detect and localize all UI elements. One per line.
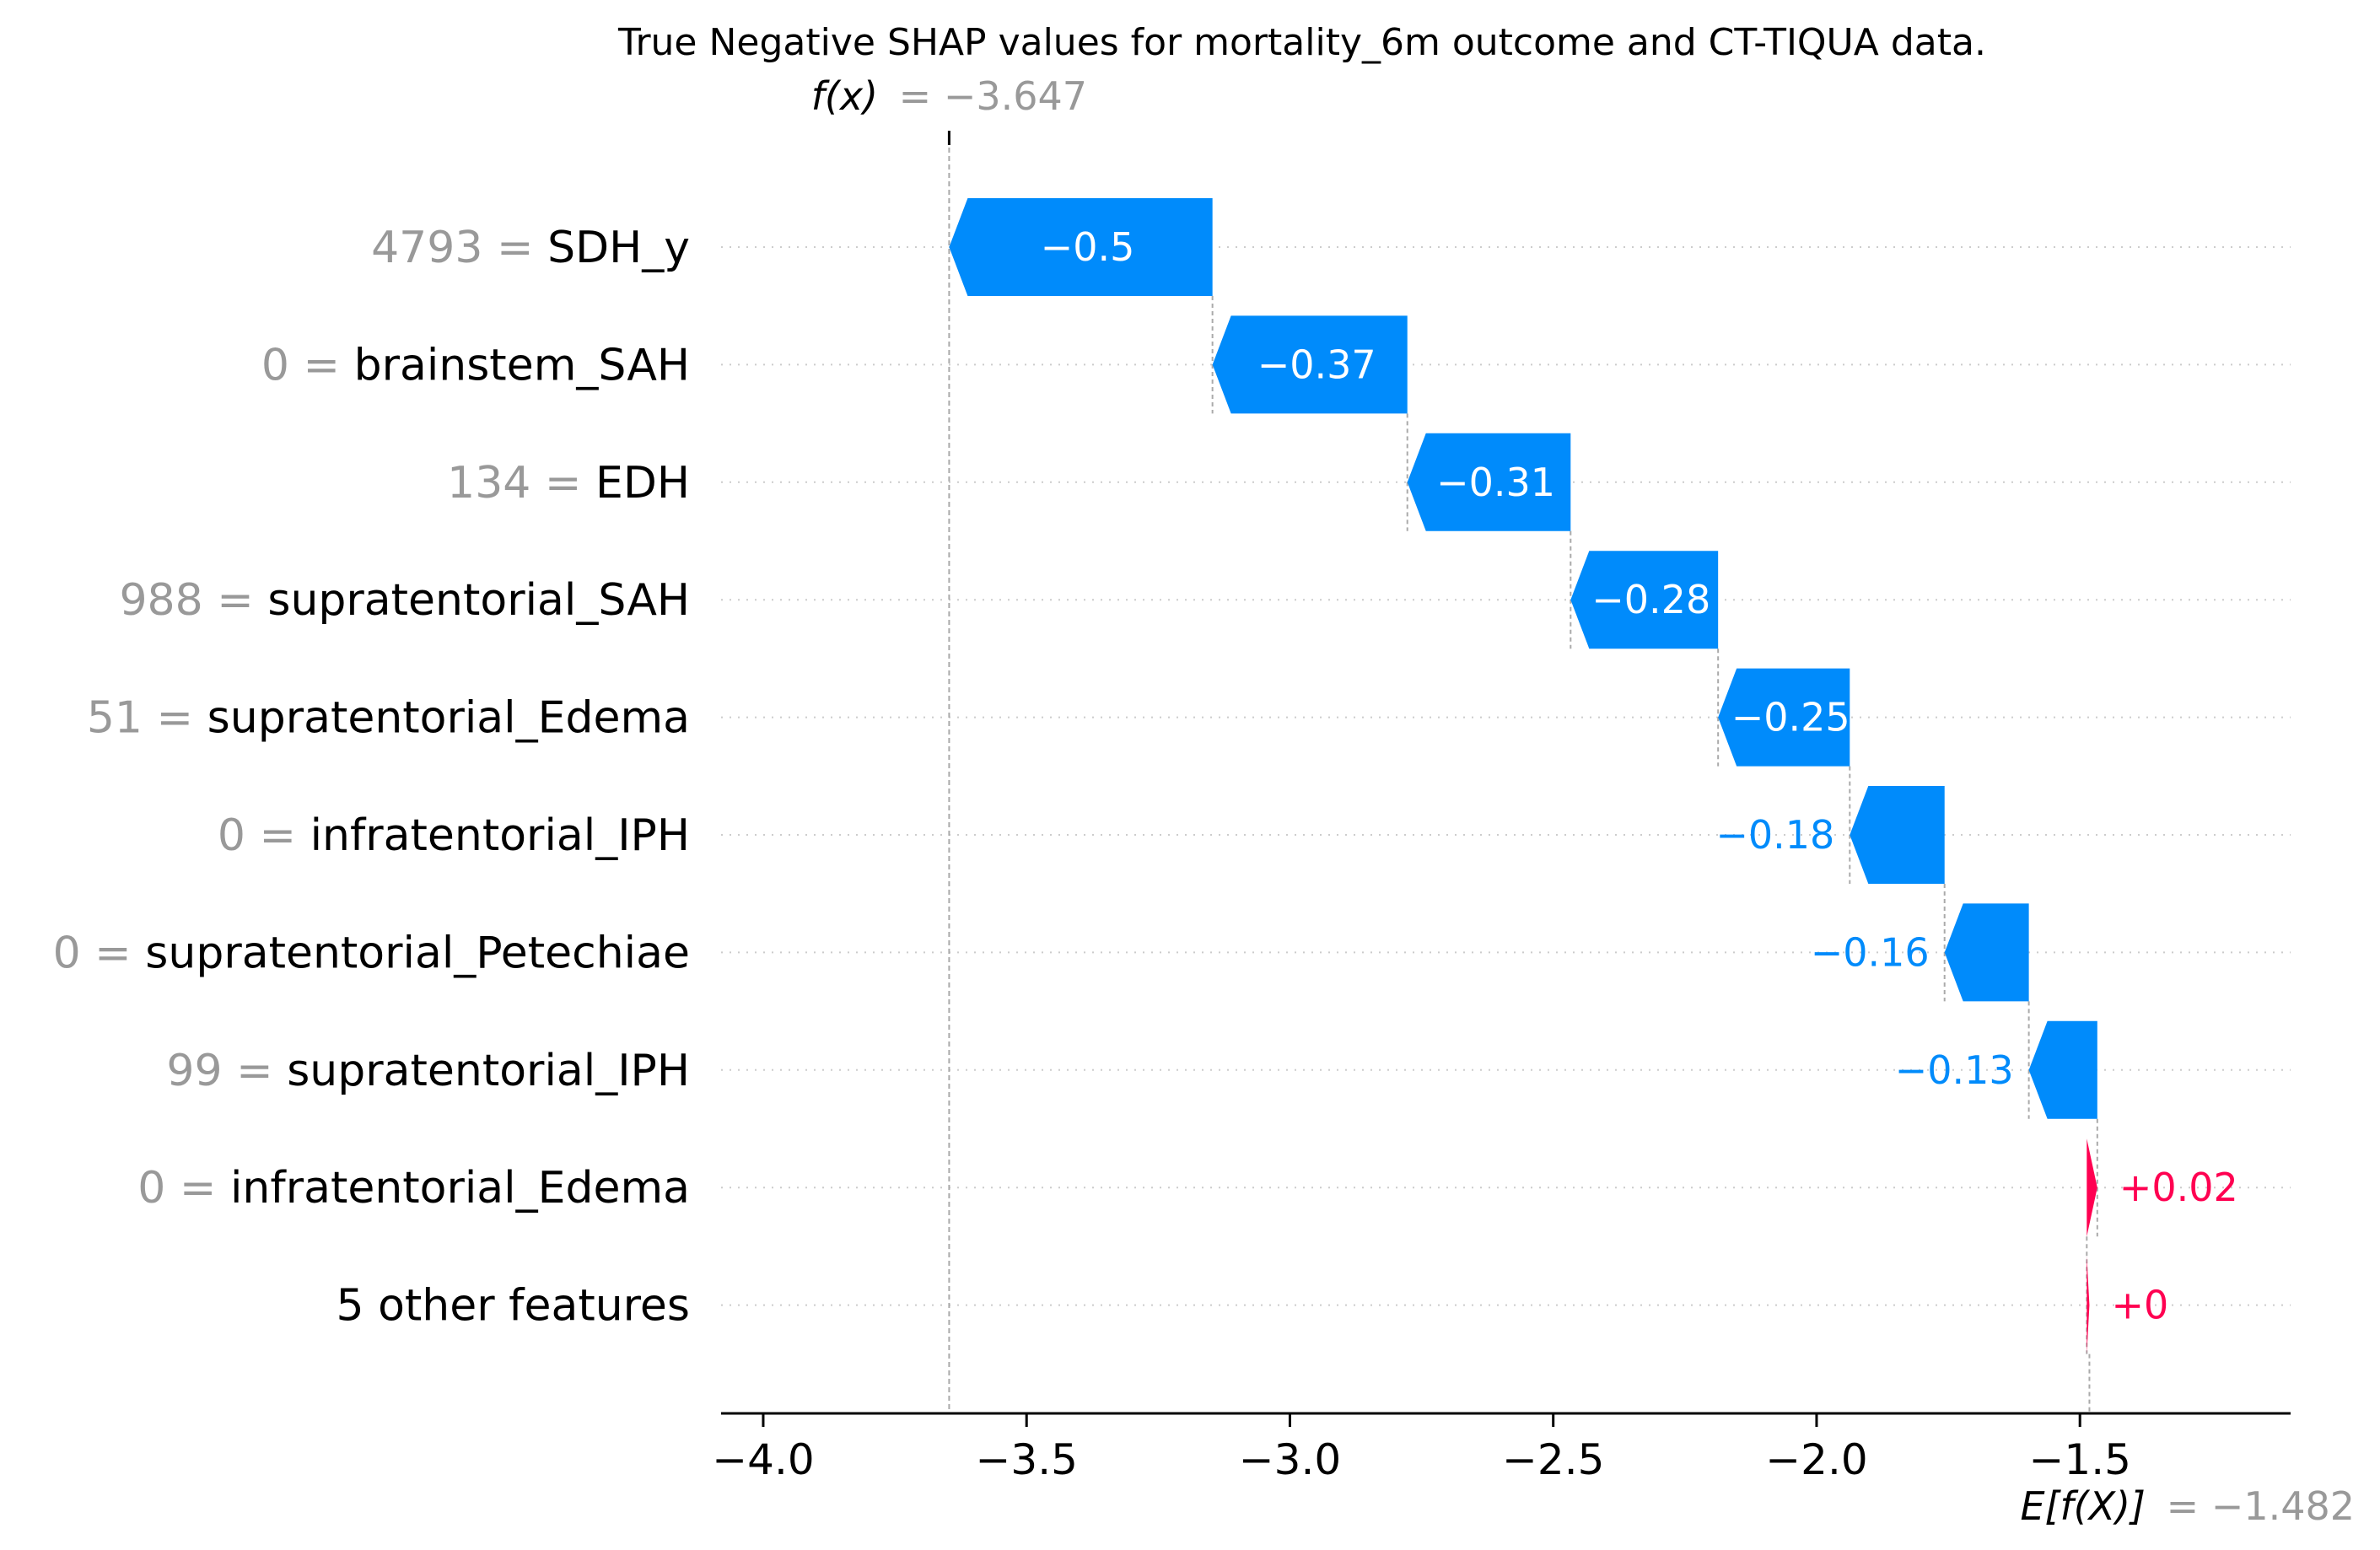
fx-annotation: f(x) = −3.647 xyxy=(811,73,1087,119)
feature-label: 0 = infratentorial_Edema xyxy=(137,1163,690,1214)
x-tick-label: −2.5 xyxy=(1502,1435,1604,1484)
ex-annotation: E[f(X)] = −1.482 xyxy=(2020,1483,2355,1529)
fx-label: f(x) xyxy=(811,73,878,119)
shap-value-label: +0.02 xyxy=(2119,1165,2238,1210)
chart-title: True Negative SHAP values for mortality_… xyxy=(617,21,1986,64)
feature-name: supratentorial_IPH xyxy=(287,1046,690,1096)
waterfall-bar xyxy=(1212,315,1408,414)
feature-label: 99 = supratentorial_IPH xyxy=(166,1046,690,1096)
feature-labels: 4793 = SDH_y 0 = brainstem_SAH 134 = EDH 98… xyxy=(53,223,690,1332)
feature-value: 99 = xyxy=(166,1046,287,1096)
feature-value: 988 = xyxy=(119,575,267,626)
ex-value: = −1.482 xyxy=(2167,1483,2355,1529)
bars-layer: −0.5 −0.37 −0.31 −0.28 −0.25 −0.18 −0.16 −0.13 +… xyxy=(949,198,2238,1354)
waterfall-bar xyxy=(2087,1138,2097,1237)
feature-label: 988 = supratentorial_SAH xyxy=(119,575,690,626)
waterfall-bar xyxy=(1944,903,2029,1002)
feature-label: 0 = infratentorial_IPH xyxy=(218,810,690,861)
ex-label: E[f(X)] xyxy=(2020,1483,2146,1529)
shap-value-label: −0.13 xyxy=(1895,1047,2014,1093)
feature-label: 4793 = SDH_y xyxy=(371,223,690,273)
shap-value-label: −0.18 xyxy=(1715,812,1834,858)
feature-value: 0 = xyxy=(261,340,354,390)
waterfall-bar xyxy=(1407,433,1571,531)
waterfall-bar xyxy=(1718,668,1850,767)
x-tick-label: −4.0 xyxy=(712,1435,814,1484)
feature-name: EDH xyxy=(595,458,690,509)
feature-value: 0 = xyxy=(218,810,310,861)
guide-layer xyxy=(948,139,2098,1413)
feature-name: 5 other features xyxy=(336,1281,690,1332)
x-tick-label: −2.0 xyxy=(1765,1435,1867,1484)
shap-value-label: +0 xyxy=(2111,1283,2168,1328)
waterfall-bar xyxy=(1850,786,1945,884)
feature-value: 134 = xyxy=(447,458,595,509)
fx-value: = −3.647 xyxy=(899,73,1087,119)
feature-value: 0 = xyxy=(137,1163,230,1214)
waterfall-bar xyxy=(1570,551,1719,649)
shap-value-label: −0.28 xyxy=(1591,577,1710,622)
x-tick-label: −3.0 xyxy=(1239,1435,1341,1484)
shap-value-label: −0.31 xyxy=(1436,460,1555,505)
feature-name: supratentorial_SAH xyxy=(267,575,690,626)
feature-label: 5 other features xyxy=(336,1281,690,1332)
feature-name: infratentorial_IPH xyxy=(310,810,690,861)
feature-label: 0 = brainstem_SAH xyxy=(261,340,690,390)
x-axis-ticks: −4.0 −3.5 −3.0 −2.5 −2.0 −1.5 xyxy=(712,1413,2131,1484)
grid-layer xyxy=(721,246,2291,1306)
feature-value: 51 = xyxy=(87,693,207,744)
feature-value: 0 = xyxy=(53,928,146,978)
feature-label: 51 = supratentorial_Edema xyxy=(87,693,690,744)
shap-value-label: −0.25 xyxy=(1731,695,1850,740)
waterfall-bar xyxy=(2028,1020,2097,1119)
feature-name: supratentorial_Edema xyxy=(207,693,690,744)
feature-name: supratentorial_Petechiae xyxy=(145,928,690,978)
shap-value-label: −0.37 xyxy=(1257,342,1376,387)
feature-label: 134 = EDH xyxy=(447,458,690,509)
x-tick-label: −3.5 xyxy=(975,1435,1077,1484)
feature-name: SDH_y xyxy=(547,223,690,273)
waterfall-bar xyxy=(949,198,1213,296)
x-tick-label: −1.5 xyxy=(2028,1435,2130,1484)
waterfall-bar xyxy=(2087,1256,2090,1354)
feature-label: 0 = supratentorial_Petechiae xyxy=(53,928,690,978)
shap-value-label: −0.5 xyxy=(1041,224,1135,270)
feature-name: brainstem_SAH xyxy=(354,340,690,390)
feature-value: 4793 = xyxy=(371,223,547,273)
feature-name: infratentorial_Edema xyxy=(230,1163,690,1214)
shap-value-label: −0.16 xyxy=(1811,929,1930,975)
